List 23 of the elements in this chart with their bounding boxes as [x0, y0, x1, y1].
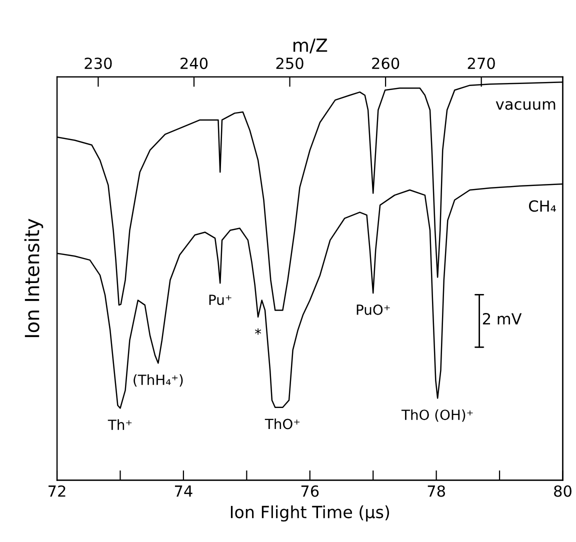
annotation: ThO (OH)⁺ [401, 409, 473, 422]
x-tick-label: 76 [301, 485, 319, 497]
x-tick-label: 72 [48, 485, 66, 497]
x-tick-label: 78 [428, 485, 445, 497]
annotation: 2 mV [482, 313, 522, 324]
annotation: ThO⁺ [264, 418, 300, 430]
annotation: * [254, 328, 262, 335]
x2-tick-label: 270 [468, 58, 495, 70]
annotation: Th⁺ [108, 419, 132, 430]
x2-tick-label: 240 [180, 58, 208, 70]
annotation: (ThH₄⁺) [134, 374, 183, 387]
x-tick-label: 74 [174, 486, 192, 497]
series-label: CH₄ [529, 200, 556, 212]
y-axis-title: Ion Intensity [24, 218, 44, 338]
x2-axis-title: m/Z [294, 38, 328, 54]
x-tick-label: 80 [554, 485, 572, 497]
annotation: Pu⁺ [209, 294, 232, 306]
x2-tick-label: 230 [84, 58, 112, 70]
series-label: vacuum [496, 101, 556, 110]
annotation: PuO⁺ [356, 304, 390, 315]
x-axis-title: Ion Flight Time (μs) [230, 505, 390, 522]
x2-tick-label: 260 [372, 58, 400, 70]
x2-tick-label: 250 [276, 58, 304, 70]
